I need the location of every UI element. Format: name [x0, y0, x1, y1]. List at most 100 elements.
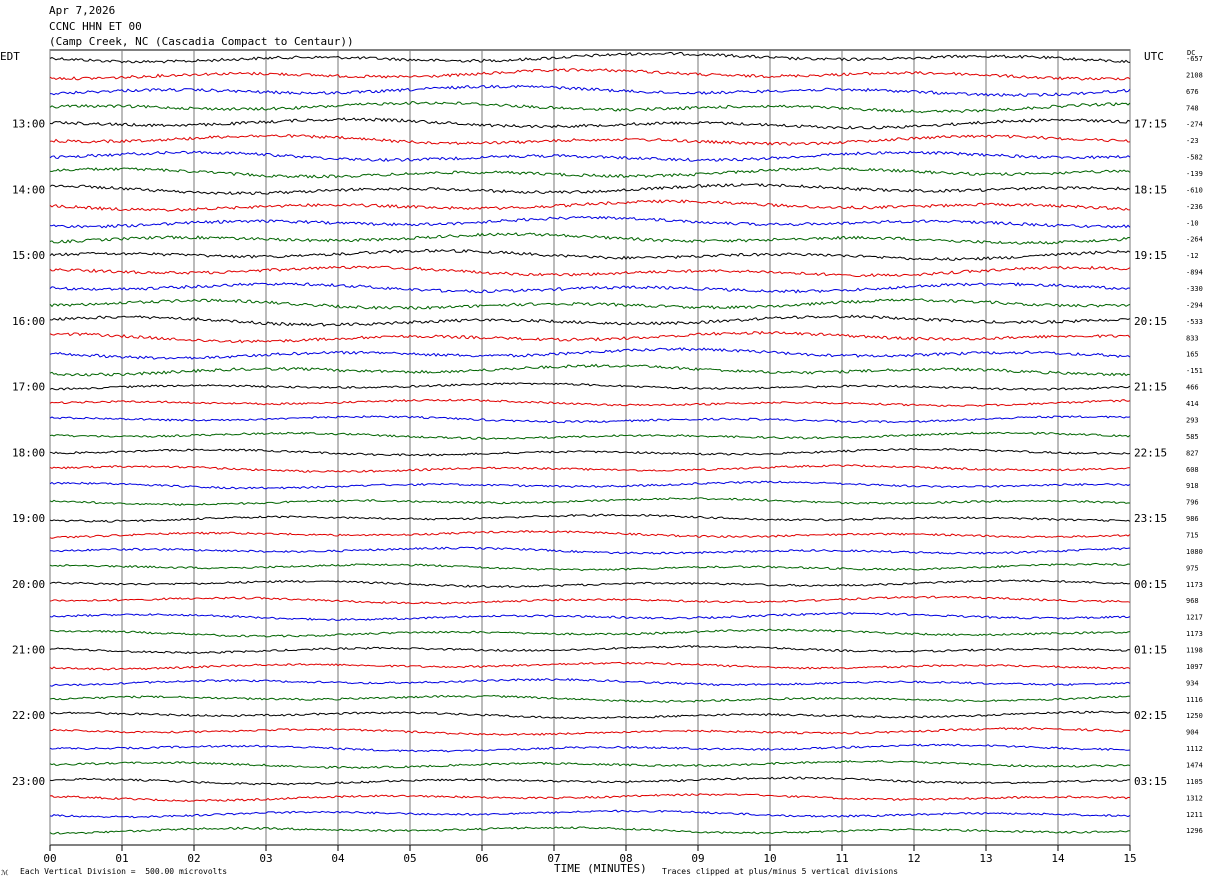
trace-line — [49, 166, 1131, 179]
edt-tick-label: 20:00 — [12, 578, 45, 591]
edt-axis-ticks: 13:00 14:00 15:00 16:00 17:00 18:00 19:00 20:00… — [12, 118, 45, 788]
dc-offset: 1105 — [1186, 778, 1203, 786]
dc-offset: 827 — [1186, 449, 1199, 457]
edt-tick-label: 13:00 — [12, 118, 45, 131]
clip-note: Traces clipped at plus/minus 5 vertical … — [662, 867, 899, 876]
trace-line — [49, 710, 1131, 720]
dc-offset: -151 — [1186, 367, 1203, 375]
dc-offset: 748 — [1186, 104, 1199, 112]
edt-tick-label: 14:00 — [12, 183, 45, 196]
trace-line — [49, 809, 1131, 819]
trace-line — [49, 595, 1131, 605]
trace-line — [49, 661, 1131, 671]
vertical-division-note: Each Vertical Division = 500.00 microvol… — [20, 867, 228, 876]
dc-offset: 715 — [1186, 531, 1199, 539]
trace-line — [49, 51, 1131, 64]
trace-line — [49, 330, 1131, 344]
plot-frame — [49, 49, 1131, 846]
trace-line — [49, 793, 1131, 802]
dc-offset: 968 — [1186, 597, 1199, 605]
dc-offset: 904 — [1186, 729, 1199, 737]
edt-tick-label: 19:00 — [12, 512, 45, 525]
corner-mark: ℳ — [1, 869, 9, 877]
dc-offset: 1080 — [1186, 548, 1203, 556]
dc-offset-labels: -657 2108 676 748 -274 -23 -582 -139 -610 -236 -10… — [1186, 55, 1203, 835]
edt-tick-label: 22:00 — [12, 709, 45, 722]
edt-tick-label: 23:00 — [12, 775, 45, 788]
dc-offset: -236 — [1186, 203, 1203, 211]
dc-offset: -330 — [1186, 285, 1203, 293]
station-location: (Camp Creek, NC (Cascadia Compact to Cen… — [49, 35, 354, 48]
dc-offset: 1097 — [1186, 663, 1203, 671]
trace-line — [49, 100, 1131, 114]
trace-line — [49, 183, 1131, 196]
dc-offset: 918 — [1186, 482, 1199, 490]
trace-line — [49, 513, 1131, 523]
dc-offset: 796 — [1186, 499, 1199, 507]
utc-tick-label: 22:15 — [1134, 446, 1167, 459]
utc-tick-label: 01:15 — [1134, 643, 1167, 656]
utc-tick-label: 00:15 — [1134, 578, 1167, 591]
trace-line — [49, 562, 1131, 572]
edt-tick-label: 15:00 — [12, 249, 45, 262]
trace-line — [49, 68, 1131, 81]
trace-line — [49, 464, 1131, 473]
utc-tick-label: 02:15 — [1134, 709, 1167, 722]
trace-line — [49, 363, 1131, 377]
dc-offset: 833 — [1186, 334, 1199, 342]
x-tick-label: 04 — [331, 852, 345, 865]
dc-offset: 1296 — [1186, 827, 1203, 835]
dc-offset: 1312 — [1186, 794, 1203, 802]
utc-tick-label: 20:15 — [1134, 315, 1167, 328]
trace-line — [49, 694, 1131, 703]
x-tick-label: 10 — [763, 852, 776, 865]
trace-line — [49, 628, 1131, 638]
dc-offset: 975 — [1186, 564, 1199, 572]
trace-line — [49, 645, 1131, 655]
utc-tick-label: 21:15 — [1134, 381, 1167, 394]
dc-offset: -610 — [1186, 186, 1203, 194]
dc-offset: 934 — [1186, 679, 1199, 687]
dc-offset: -23 — [1186, 137, 1199, 145]
dc-offset: 676 — [1186, 88, 1199, 96]
dc-offset: -264 — [1186, 236, 1203, 244]
utc-tick-label: 18:15 — [1134, 183, 1167, 196]
x-axis-ticks: 00 01 02 03 04 05 06 07 08 09 10 11 12 13 14 15 — [43, 845, 1137, 865]
dc-offset: 466 — [1186, 384, 1199, 392]
trace-line — [49, 546, 1131, 555]
utc-label: UTC — [1144, 50, 1164, 63]
station-id: CCNC HHN ET 00 — [49, 20, 142, 33]
dc-offset: 1250 — [1186, 712, 1203, 720]
dc-offset: -894 — [1186, 269, 1203, 277]
dc-offset: 1173 — [1186, 630, 1203, 638]
trace-line — [49, 199, 1131, 212]
trace-line — [49, 530, 1131, 539]
dc-offset: 1116 — [1186, 696, 1203, 704]
time-grid — [49, 49, 1131, 846]
trace-line — [49, 117, 1131, 130]
trace-line — [49, 497, 1131, 507]
x-tick-label: 01 — [115, 852, 128, 865]
dc-offset: 1198 — [1186, 646, 1203, 654]
trace-line — [49, 298, 1131, 310]
edt-tick-label: 21:00 — [12, 643, 45, 656]
x-tick-label: 03 — [259, 852, 272, 865]
x-tick-label: 07 — [547, 852, 560, 865]
dc-offset: -12 — [1186, 252, 1199, 260]
edt-label: EDT — [0, 50, 20, 63]
trace-line — [49, 232, 1131, 245]
utc-axis-ticks: 17:15 18:15 19:15 20:15 21:15 22:15 23:15 00:15… — [1134, 118, 1167, 788]
trace-line — [49, 480, 1131, 490]
trace-line — [49, 215, 1131, 229]
dc-offset: -139 — [1186, 170, 1203, 178]
trace-line — [49, 398, 1131, 407]
trace-line — [49, 612, 1131, 621]
dc-offset: 165 — [1186, 351, 1199, 359]
dc-offset: 1474 — [1186, 761, 1203, 769]
dc-offset: 1173 — [1186, 581, 1203, 589]
trace-line — [49, 150, 1131, 162]
seismic-traces — [49, 51, 1131, 835]
plot-date: Apr 7,2026 — [49, 4, 116, 17]
x-tick-label: 02 — [187, 852, 200, 865]
